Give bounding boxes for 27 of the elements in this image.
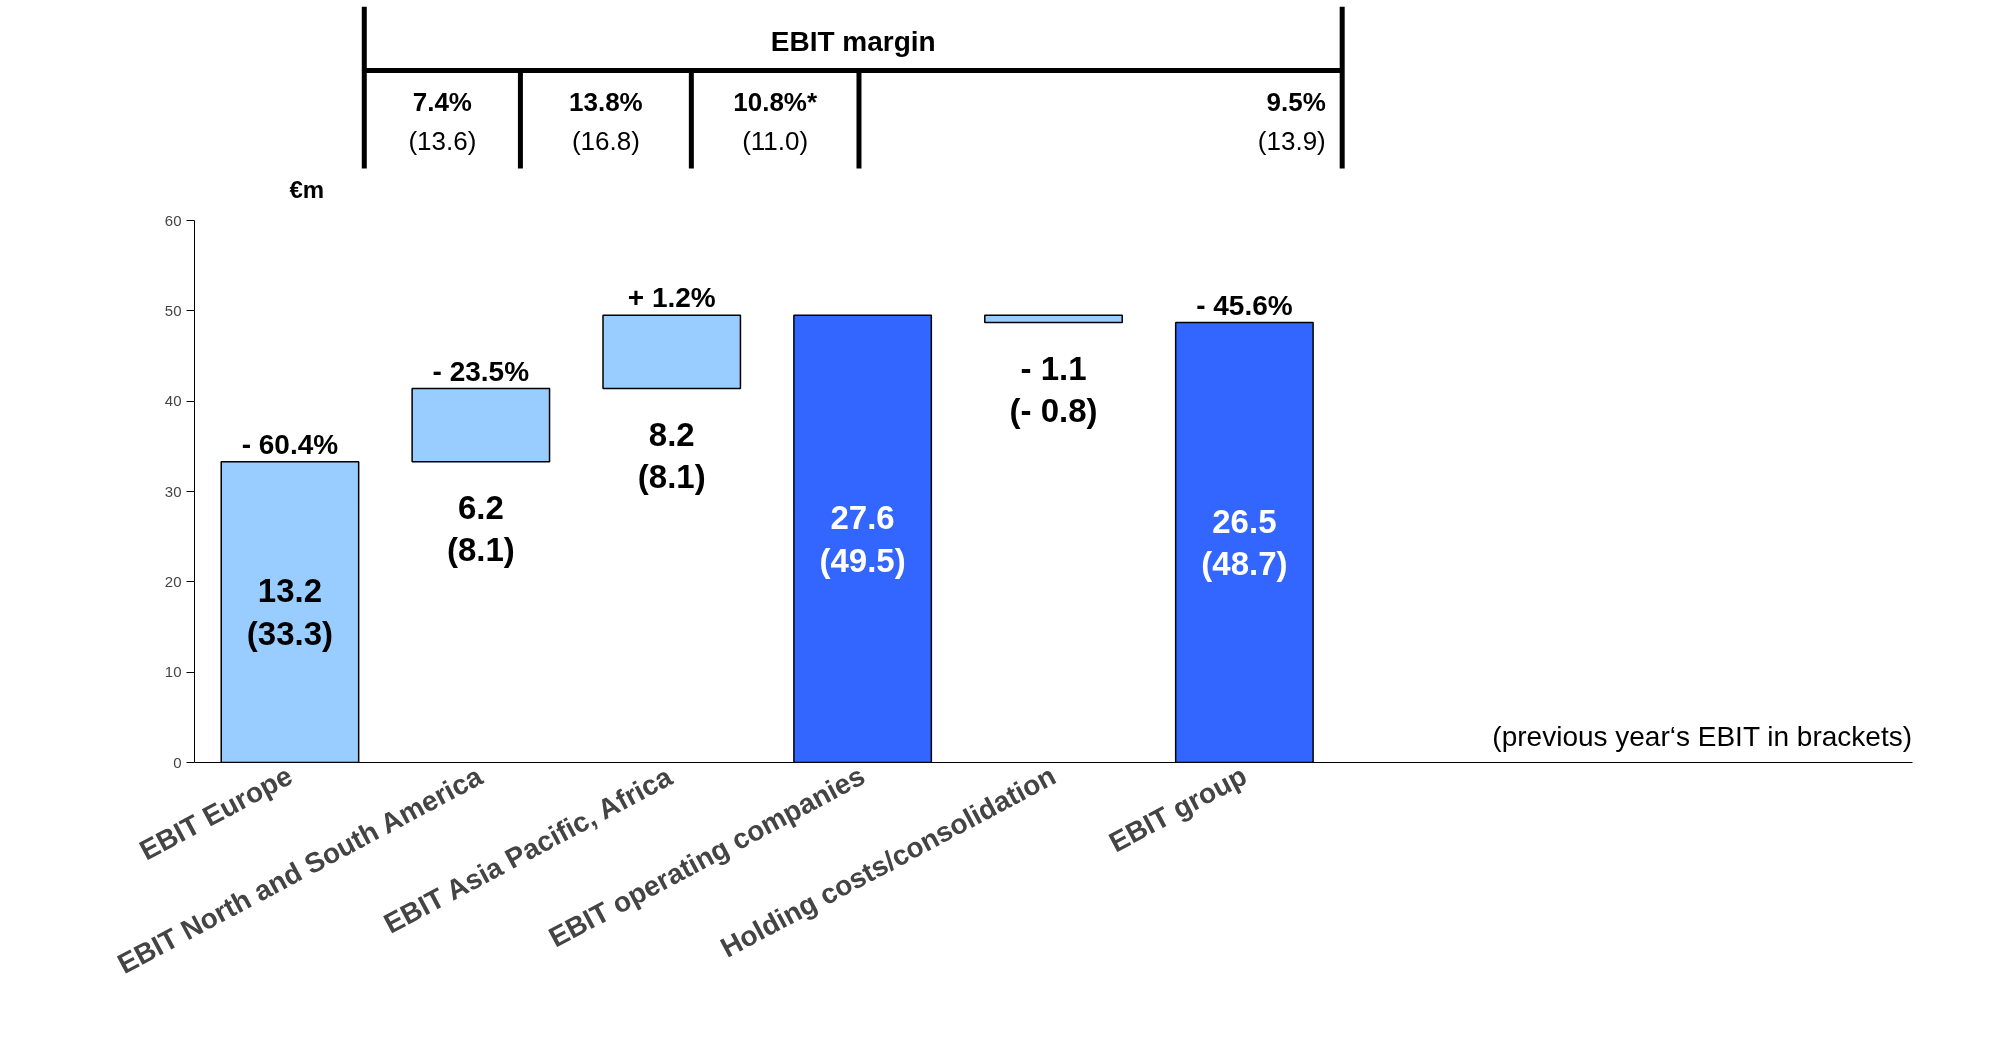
data-label: 27.6 (49.5)	[819, 499, 906, 579]
y-axis-title: €m	[289, 176, 325, 203]
text: 13.8% (16.8)	[569, 87, 643, 156]
data-label: 26.5 (48.7)	[1201, 502, 1288, 583]
annotation: - 45.6%	[1196, 289, 1293, 321]
y-tick-label: 50	[164, 301, 182, 319]
y-tick-label: 60	[164, 211, 182, 229]
bar	[602, 314, 742, 390]
text: 7.4% (13.6)	[408, 87, 477, 156]
data-label: 8.2 (8.1)	[637, 415, 706, 496]
bar	[411, 387, 551, 463]
annotation: + 1.2%	[627, 282, 716, 314]
y-tick-label: 20	[164, 572, 182, 590]
annotation: - 60.4%	[241, 428, 339, 460]
data-label: 6.2 (8.1)	[446, 488, 515, 569]
data-label: - 1.1 (- 0.8)	[1009, 349, 1098, 430]
bar	[984, 314, 1123, 324]
y-tick-label: 40	[164, 392, 182, 410]
text: (previous year‘s EBIT in brackets)	[1492, 720, 1912, 752]
y-tick-label: 0	[173, 753, 182, 771]
y-tick-label: 30	[164, 482, 182, 500]
text: 10.8%* (11.0)	[733, 87, 818, 156]
text: 9.5% (13.9)	[1257, 87, 1326, 156]
data-label: 13.2 (33.3)	[246, 572, 334, 652]
text: EBIT margin	[770, 25, 936, 57]
y-tick-label: 10	[164, 663, 182, 681]
annotation: - 23.5%	[432, 355, 530, 387]
